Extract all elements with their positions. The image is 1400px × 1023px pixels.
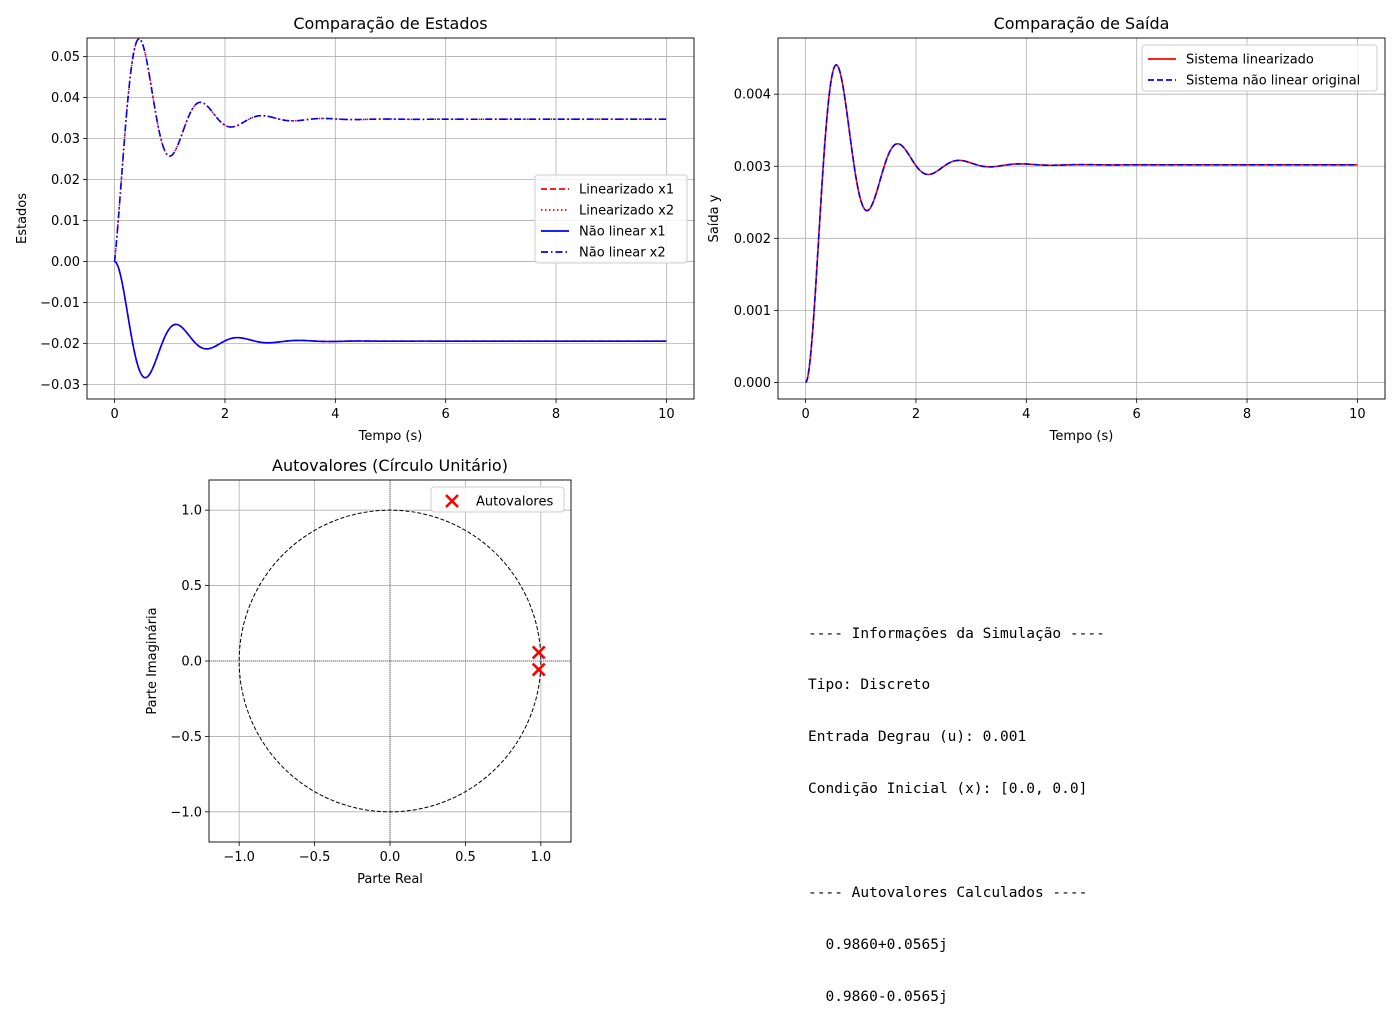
y-tick-label: −0.01 [40, 296, 80, 311]
x-tick-label: 8 [1243, 407, 1251, 422]
x-tick-label: 4 [1022, 407, 1030, 422]
legend-label: Não linear x2 [579, 246, 666, 261]
y-tick-label: 0.003 [734, 160, 771, 175]
y-tick-label: 0.000 [734, 376, 771, 391]
x-tick-label: 6 [1133, 407, 1141, 422]
marker-stroke [531, 662, 546, 677]
plot-frame [208, 479, 572, 843]
info-line: 0.9860+0.0565j [808, 936, 948, 953]
y-tick-label: 0.02 [51, 173, 80, 188]
info-line: ---- Informações da Simulação ---- [808, 625, 1105, 642]
unit-circle [238, 509, 542, 813]
y-tick-label: 0.05 [51, 50, 80, 65]
y-tick-label: −0.5 [170, 730, 202, 745]
legend-box [534, 174, 688, 264]
eigenvalue-marker [531, 645, 546, 660]
y-axis-label: Parte Imaginária [145, 607, 160, 714]
chart-title: Comparação de Saída [994, 14, 1170, 33]
y-tick-label: 0.002 [734, 232, 771, 247]
x-tick-label: 10 [1349, 407, 1366, 422]
x-tick-label: 6 [442, 407, 450, 422]
legend-box [430, 486, 565, 513]
legend-box [1141, 44, 1378, 92]
x-tick-label: 8 [552, 407, 560, 422]
x-tick-label: 0 [801, 407, 809, 422]
legend-label: Linearizado x1 [579, 183, 674, 198]
y-tick-label: 0.0 [181, 655, 202, 670]
legend-label: Não linear x1 [579, 225, 666, 240]
y-tick-label: 0.5 [181, 579, 202, 594]
x-tick-label: 0 [110, 407, 118, 422]
y-tick-label: 0.01 [51, 214, 80, 229]
x-tick-label: 4 [331, 407, 339, 422]
eigenvalue-marker [531, 662, 546, 677]
figure: 0 2 4 6 8 10−0.03−0.02−0.010.000.010.020.030.… [15, 14, 1386, 887]
series-line [114, 260, 667, 379]
x-tick-label: −1.0 [223, 850, 255, 865]
series-line [114, 260, 667, 379]
x-axis-label: Tempo (s) [358, 429, 423, 444]
x-axis-label: Tempo (s) [1049, 429, 1114, 444]
x-tick-label: −0.5 [299, 850, 331, 865]
legend-label: Autovalores [476, 495, 553, 510]
legend-label: Sistema linearizado [1186, 53, 1314, 68]
x-tick-label: 2 [912, 407, 920, 422]
plot-frame [777, 37, 1386, 400]
chart-title: Autovalores (Círculo Unitário) [272, 456, 508, 475]
y-tick-label: 1.0 [181, 504, 202, 519]
y-tick-label: 0.03 [51, 132, 80, 147]
simulation-info-panel: ---- Informações da Simulação ---- Tipo:… [808, 591, 1105, 1023]
y-tick-label: 0.00 [51, 255, 80, 270]
info-line [808, 833, 1105, 850]
y-tick-label: 0.001 [734, 304, 771, 319]
x-tick-label: 0.5 [455, 850, 476, 865]
legend-label: Linearizado x2 [579, 204, 674, 219]
output-comparison-chart: 0 2 4 6 8 10 0.000 0.001 0.002 0.003 0.004 Comparaç… [707, 14, 1386, 444]
eigenvalues-chart: −1.0 −0.5 0.0 0.5 1.0 −1.0 −0.5 0.0 0.5 1.0 Autova… [145, 456, 572, 887]
legend-label: Sistema não linear original [1186, 74, 1360, 89]
series-line [805, 64, 1358, 384]
series-line [113, 38, 667, 262]
legend-marker [445, 494, 459, 508]
info-line: Condição Inicial (x): [0.0, 0.0] [808, 781, 1088, 798]
marker-stroke [531, 645, 546, 660]
y-tick-label: −1.0 [170, 805, 202, 820]
info-line: 0.9860-0.0565j [808, 988, 948, 1005]
x-tick-label: 1.0 [530, 850, 551, 865]
y-axis-label: Saída y [707, 194, 722, 242]
plot-frame [86, 37, 695, 400]
info-line: ---- Autovalores Calculados ---- [808, 885, 1088, 902]
info-line: Tipo: Discreto [808, 677, 931, 694]
series-line [805, 64, 1358, 384]
y-tick-label: 0.04 [51, 91, 80, 106]
info-line: Entrada Degrau (u): 0.001 [808, 729, 1027, 746]
chart-title: Comparação de Estados [293, 14, 487, 33]
x-tick-label: 10 [658, 407, 675, 422]
x-tick-label: 0.0 [380, 850, 401, 865]
y-tick-label: 0.004 [734, 88, 771, 103]
y-tick-label: −0.03 [40, 378, 80, 393]
x-tick-label: 2 [221, 407, 229, 422]
states-comparison-chart: 0 2 4 6 8 10 −0.03 −0.02 −0.01 0.00 0.01 0.02 0.03 0.… [15, 14, 695, 444]
y-axis-label: Estados [15, 193, 30, 244]
y-tick-label: −0.02 [40, 337, 80, 352]
x-axis-label: Parte Real [357, 872, 423, 887]
